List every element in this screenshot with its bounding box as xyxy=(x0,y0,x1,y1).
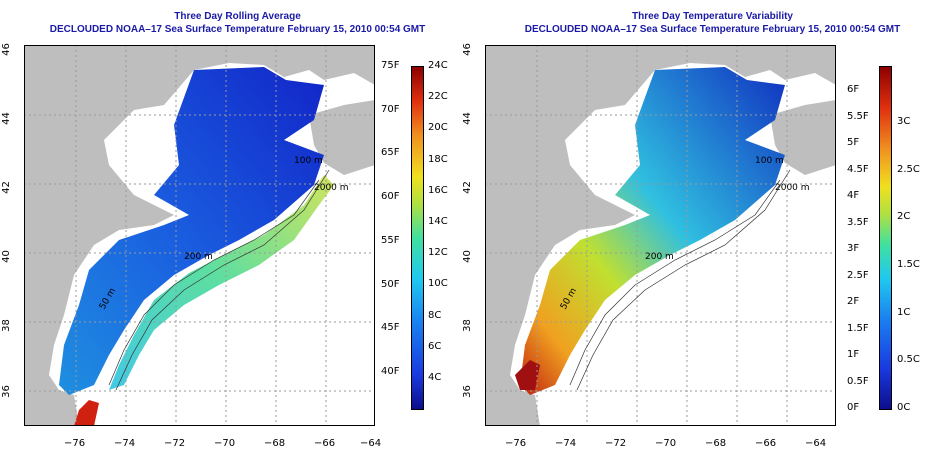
colorbar-label: 10C xyxy=(428,278,448,290)
colorbar-label: 3C xyxy=(897,116,911,127)
colorbar-label: 0F xyxy=(847,402,860,413)
lat-tick: 46 xyxy=(461,43,473,56)
contour-label-2000m: 2000 m xyxy=(775,183,810,193)
contour-label-200m: 200 m xyxy=(645,252,674,262)
colorbar-label: 2.5F xyxy=(847,269,869,281)
lon-tick: −68 xyxy=(264,438,286,449)
colorbar-label: 12C xyxy=(428,247,448,259)
colorbar-label: 2.5C xyxy=(897,163,920,175)
variability-field xyxy=(520,67,785,395)
lat-tick: 42 xyxy=(0,181,12,194)
colorbar-label: 20C xyxy=(428,122,448,134)
lat-tick: 38 xyxy=(461,319,473,332)
lat-tick: 36 xyxy=(0,385,12,398)
colorbar xyxy=(411,66,424,410)
colorbar-label: 65F xyxy=(381,147,400,159)
land-mass xyxy=(24,45,375,426)
contour-label-100m: 100 m xyxy=(294,156,323,166)
colorbar-label: 40F xyxy=(381,366,400,377)
colorbar-label: 1C xyxy=(897,306,911,318)
colorbar-label: 60F xyxy=(381,191,400,203)
sst-map-svg: 200 m 2000 m 100 m 50 m xyxy=(24,45,375,426)
contour-label-2000m: 2000 m xyxy=(314,183,349,193)
colorbar-label: 5F xyxy=(847,137,860,148)
rolling-average-panel: Three Day Rolling Average DECLOUDED NOAA… xyxy=(0,11,448,449)
colorbar-label: 16C xyxy=(428,184,448,196)
lon-tick: −66 xyxy=(755,438,777,449)
variability-map-svg: 200 m 2000 m 100 m 50 m xyxy=(485,45,836,426)
lon-tick: −72 xyxy=(164,438,186,449)
lat-tick: 44 xyxy=(0,112,12,125)
variability-panel: Three Day Temperature Variability DECLOU… xyxy=(462,0,950,475)
colorbar-label: 14C xyxy=(428,216,448,227)
colorbar-label: 5.5F xyxy=(847,110,869,122)
panel-title: Three Day Temperature Variability xyxy=(632,11,793,22)
sst-shelf xyxy=(59,67,324,395)
colorbar-label: 0.5F xyxy=(847,375,869,387)
lat-tick: 36 xyxy=(461,385,473,398)
lon-tick: −74 xyxy=(555,438,577,449)
lon-tick: −72 xyxy=(605,438,627,449)
sst-map: 200 m 2000 m 100 m 50 m xyxy=(24,45,375,426)
colorbar-label: 4C xyxy=(428,372,442,383)
lon-tick: −74 xyxy=(114,438,136,449)
lon-tick: −64 xyxy=(360,438,382,449)
colorbar-label: 3.5F xyxy=(847,216,869,228)
lon-tick: −66 xyxy=(314,438,336,449)
colorbar-label: 2F xyxy=(847,296,860,307)
sst-shelf-edge xyxy=(109,175,334,390)
colorbar-label: 22C xyxy=(428,91,448,103)
colorbar-label: 4.5F xyxy=(847,163,869,175)
contour-label-200m: 200 m xyxy=(184,252,213,262)
colorbar-label: 18C xyxy=(428,153,448,165)
contour-label-100m: 100 m xyxy=(755,156,784,166)
colorbar xyxy=(879,66,892,410)
lon-tick: −76 xyxy=(64,438,86,449)
colorbar-label: 8C xyxy=(428,309,442,321)
lon-tick: −68 xyxy=(705,438,727,449)
colorbar-label: 1F xyxy=(847,349,860,360)
variability-hot xyxy=(515,360,540,390)
colorbar-label: 70F xyxy=(381,103,400,115)
lat-tick: 42 xyxy=(461,181,473,194)
lat-tick: 38 xyxy=(0,319,12,332)
lon-tick: −64 xyxy=(805,438,827,449)
colorbar-label: 6F xyxy=(847,84,860,95)
lon-tick: −70 xyxy=(214,438,236,449)
colorbar-label: 55F xyxy=(381,234,400,246)
lat-tick: 40 xyxy=(461,250,473,263)
lat-tick: 44 xyxy=(461,112,473,125)
colorbar-label: 1.5F xyxy=(847,322,869,334)
colorbar-label: 3F xyxy=(847,243,860,254)
panel-subtitle: DECLOUDED NOAA–17 Sea Surface Temperatur… xyxy=(49,24,426,35)
colorbar-label: 0C xyxy=(897,402,911,413)
sst-warm-patch xyxy=(74,400,99,426)
colorbar-label: 1.5C xyxy=(897,259,920,270)
panel-subtitle: DECLOUDED NOAA–17 Sea Surface Temperatur… xyxy=(524,24,901,35)
colorbar-label: 4F xyxy=(847,190,860,201)
colorbar-label: 75F xyxy=(381,60,400,71)
land-mass xyxy=(485,45,836,426)
colorbar-label: 6C xyxy=(428,340,442,352)
lon-tick: −70 xyxy=(655,438,677,449)
variability-map: 200 m 2000 m 100 m 50 m xyxy=(485,45,836,426)
lat-tick: 40 xyxy=(0,250,12,263)
panel-title: Three Day Rolling Average xyxy=(174,11,301,22)
bathymetry-contours xyxy=(569,169,791,391)
colorbar-label: 2C xyxy=(897,211,911,223)
lat-tick: 46 xyxy=(0,43,12,56)
colorbar-label: 45F xyxy=(381,322,400,334)
colorbar-label: 0.5C xyxy=(897,354,920,366)
colorbar-label: 24C xyxy=(428,60,448,71)
bathymetry-contours xyxy=(108,169,330,391)
lat-lon-grid xyxy=(485,45,836,426)
lat-lon-grid xyxy=(24,45,375,426)
lon-tick: −76 xyxy=(505,438,527,449)
colorbar-label: 50F xyxy=(381,278,400,290)
